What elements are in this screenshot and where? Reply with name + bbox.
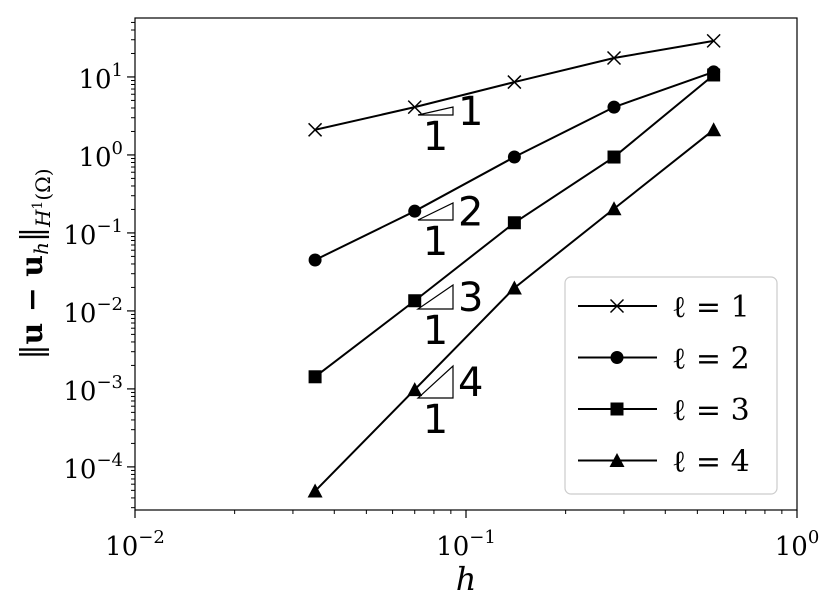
tick-label: 100 <box>78 138 123 173</box>
tick-exponent: −2 <box>96 294 123 315</box>
marker <box>408 204 422 218</box>
marker <box>610 402 624 416</box>
tick-base: 10 <box>63 221 96 251</box>
slope-triangle <box>417 202 454 221</box>
marker <box>707 68 721 82</box>
tick-base: 10 <box>63 299 96 329</box>
legend-label: ℓ = 1 <box>672 290 750 325</box>
tick-label: 100 <box>775 527 820 562</box>
tick-label: 10−2 <box>105 527 165 562</box>
tick-base: 10 <box>63 377 96 407</box>
tick-label: 10−4 <box>63 450 123 485</box>
marker <box>606 201 622 216</box>
x-axis-label: h <box>456 560 477 598</box>
marker <box>308 122 323 137</box>
plot-frame <box>134 17 798 511</box>
tick-base: 10 <box>78 143 111 173</box>
slope-run: 1 <box>423 114 448 160</box>
slope-triangle <box>416 283 454 310</box>
marker <box>307 483 323 498</box>
legend-label: ℓ = 3 <box>672 393 750 428</box>
slope-rise: 3 <box>458 275 483 321</box>
slope-rise: 4 <box>458 360 483 406</box>
y-label-part: h <box>29 242 53 255</box>
tick-base: 10 <box>436 532 469 562</box>
y-axis-label: ‖u − uh‖H1(Ω) <box>15 168 55 359</box>
slope-rise: 1 <box>458 89 483 135</box>
series-line <box>314 70 714 261</box>
marker <box>407 382 423 397</box>
tick-exponent: 0 <box>808 527 819 548</box>
marker <box>407 100 422 115</box>
tick-label: 10−1 <box>63 216 123 251</box>
marker <box>706 33 721 48</box>
series-line <box>314 39 714 131</box>
slope-run: 1 <box>423 308 448 354</box>
tick-exponent: 0 <box>112 138 123 159</box>
marker <box>507 150 521 164</box>
y-label-part: ‖ <box>15 345 50 360</box>
marker <box>607 150 621 164</box>
tick-exponent: −1 <box>96 216 123 237</box>
tick-exponent: −4 <box>96 450 123 471</box>
y-label-part: u − u <box>15 255 50 345</box>
tick-base: 10 <box>105 532 138 562</box>
marker <box>609 453 625 467</box>
marker <box>610 351 624 364</box>
legend-label: ℓ = 4 <box>672 445 750 480</box>
marker <box>408 294 422 308</box>
legend-box <box>564 276 778 495</box>
marker <box>607 100 621 114</box>
tick-exponent: −1 <box>469 527 496 548</box>
slope-triangle <box>416 364 454 399</box>
tick-label: 10−1 <box>436 527 496 562</box>
slope-run: 1 <box>423 219 448 265</box>
tick-exponent: 1 <box>112 60 123 81</box>
slope-rise: 2 <box>458 190 483 236</box>
y-label-part: 1 <box>30 201 46 210</box>
tick-label: 10−2 <box>63 294 123 329</box>
tick-base: 10 <box>78 65 111 95</box>
marker <box>609 298 625 314</box>
y-label-part: ‖ <box>15 227 50 242</box>
legend-label: ℓ = 2 <box>672 342 750 377</box>
tick-base: 10 <box>63 455 96 485</box>
marker <box>308 370 322 384</box>
marker <box>606 50 622 66</box>
y-label-part: (Ω) <box>31 168 55 200</box>
slope-run: 1 <box>423 397 448 443</box>
slope-triangle <box>417 106 454 116</box>
tick-exponent: −2 <box>138 527 165 548</box>
tick-label: 101 <box>78 60 123 95</box>
marker <box>706 122 722 137</box>
marker <box>507 216 521 230</box>
marker <box>506 280 522 295</box>
tick-label: 10−3 <box>63 372 123 407</box>
tick-base: 10 <box>775 532 808 562</box>
marker <box>507 75 522 90</box>
marker <box>308 253 322 267</box>
tick-exponent: −3 <box>96 372 123 393</box>
y-label-part: H <box>31 209 55 228</box>
